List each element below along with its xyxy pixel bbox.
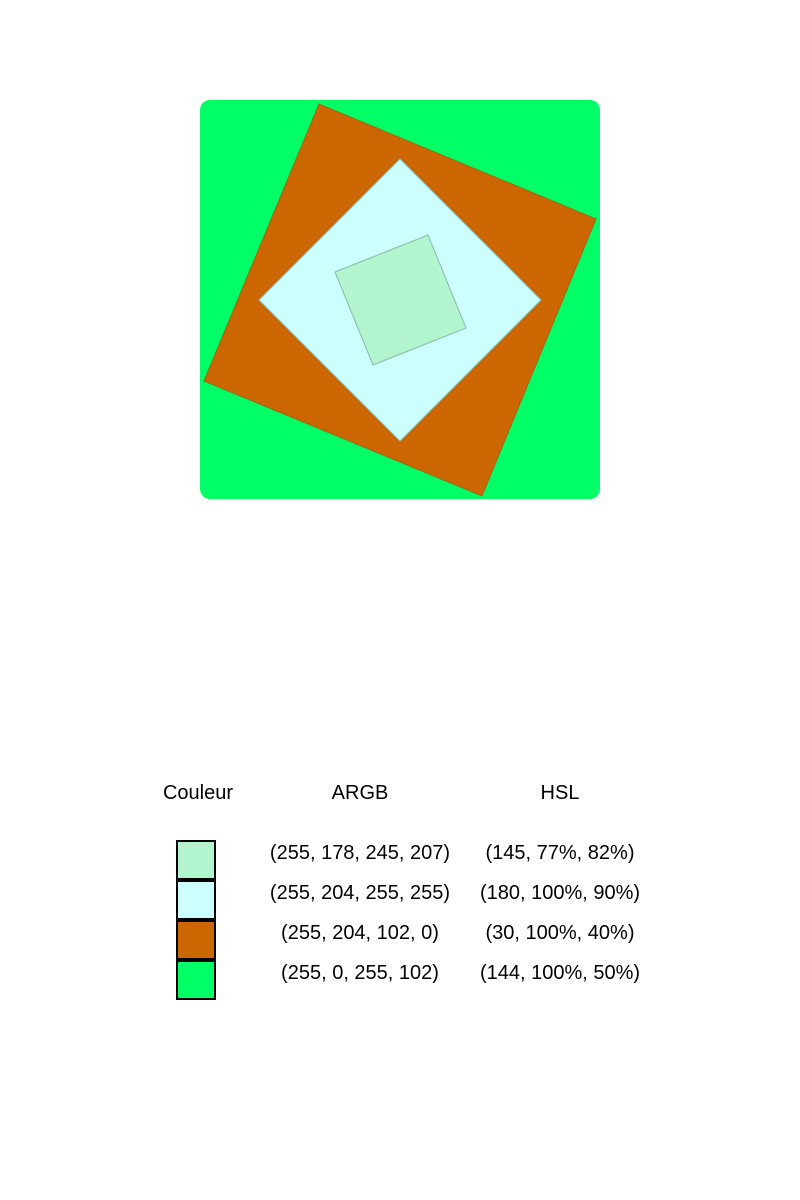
nested-squares-figure bbox=[200, 100, 600, 499]
legend-argb-value: (255, 178, 245, 207) bbox=[269, 842, 451, 864]
legend-swatch-orange bbox=[176, 920, 216, 960]
header-couleur: Couleur bbox=[162, 782, 234, 804]
legend-swatch-green bbox=[176, 960, 216, 1000]
header-hsl: HSL bbox=[540, 782, 580, 804]
legend-argb-value: (255, 0, 255, 102) bbox=[281, 962, 439, 984]
mint-inner-square bbox=[334, 234, 467, 366]
legend-argb-value: (255, 204, 255, 255) bbox=[269, 882, 451, 904]
legend-hsl-value: (144, 100%, 50%) bbox=[479, 962, 641, 984]
header-argb: ARGB bbox=[331, 782, 389, 804]
legend-swatch-mint bbox=[176, 840, 216, 880]
legend-swatch-light-cyan bbox=[176, 880, 216, 920]
legend-hsl-value: (30, 100%, 40%) bbox=[485, 922, 635, 944]
legend-argb-value: (255, 204, 102, 0) bbox=[281, 922, 439, 944]
legend-hsl-value: (145, 77%, 82%) bbox=[485, 842, 635, 864]
legend-hsl-value: (180, 100%, 90%) bbox=[479, 882, 641, 904]
